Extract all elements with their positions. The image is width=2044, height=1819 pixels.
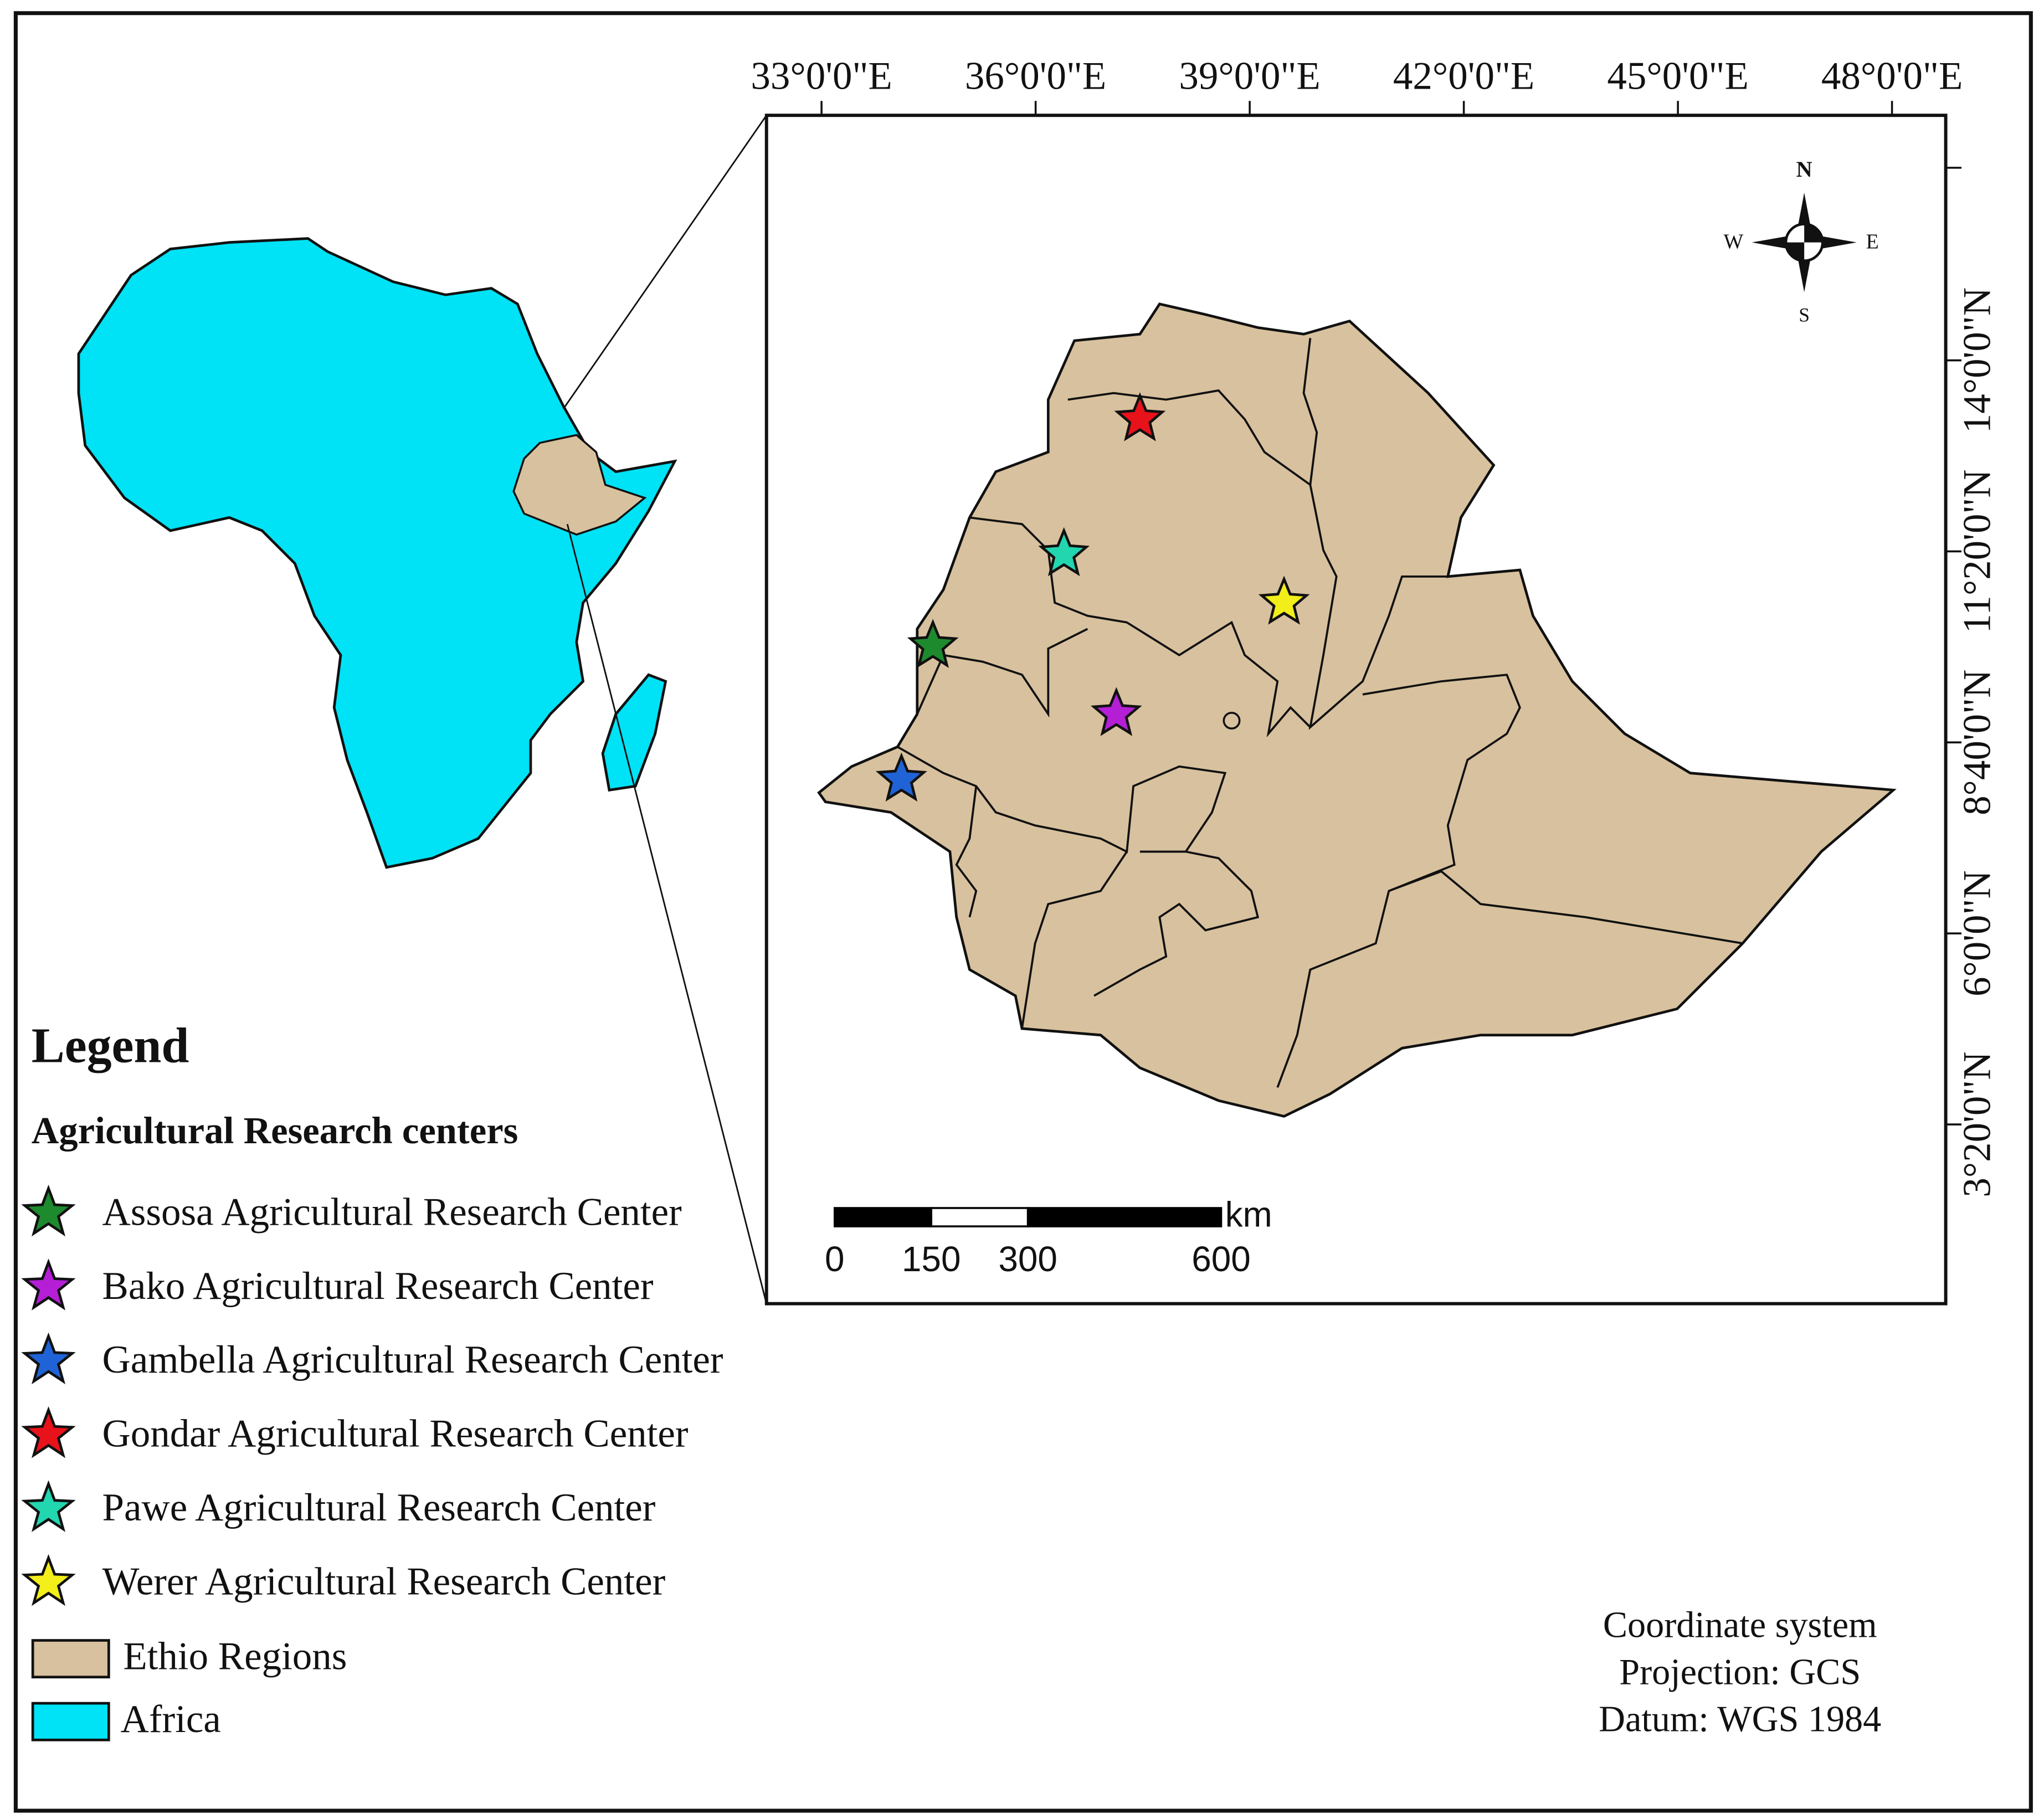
legend-label: Assosa Agricultural Research Center — [102, 1190, 682, 1234]
research-center-star — [876, 752, 927, 802]
research-center-star — [907, 619, 959, 668]
longitude-label: 36°0'0"E — [965, 55, 1106, 98]
africa-continent — [77, 237, 677, 869]
scale-label: 300 — [998, 1239, 1057, 1279]
ethiopia-regions — [817, 302, 1897, 1118]
legend-star — [21, 1258, 76, 1311]
legend-label: Gondar Agricultural Research Center — [102, 1412, 689, 1456]
lake — [1223, 712, 1241, 729]
compass-s: S — [1799, 304, 1810, 326]
scale-segment — [833, 1207, 932, 1227]
longitude-label: 33°0'0"E — [751, 55, 892, 98]
legend-label: Gambella Agricultural Research Center — [102, 1338, 723, 1381]
legend-label: Pawe Agricultural Research Center — [102, 1486, 656, 1529]
legend-star — [21, 1406, 76, 1458]
latitude-label: 14°0'0"N — [1956, 287, 1999, 433]
legend-star — [21, 1332, 76, 1385]
research-center-star — [1038, 527, 1090, 577]
coordinate-line: Datum: WGS 1984 — [1599, 1699, 1881, 1740]
legend-subtitle: Agricultural Research centers — [32, 1109, 518, 1152]
latitude-label: 8°40'0"N — [1956, 670, 1999, 815]
legend-swatch — [31, 1639, 110, 1679]
research-center-markers — [876, 392, 1310, 802]
compass-n: N — [1796, 157, 1812, 182]
legend-label: Ethio Regions — [123, 1635, 347, 1678]
legend-star — [21, 1480, 76, 1532]
legend-star — [21, 1554, 76, 1606]
longitude-label: 42°0'0"E — [1393, 55, 1534, 98]
coordinate-info: Coordinate system Projection: GCS Datum: W… — [1599, 1605, 1881, 1739]
latitude-label: 11°20'0"N — [1956, 469, 1999, 633]
graticule-ticks — [820, 101, 1961, 1126]
scale-bar: 0 150 300 600 km — [825, 1194, 1272, 1278]
legend-label: Bako Agricultural Research Center — [102, 1265, 654, 1308]
compass-w: W — [1724, 230, 1744, 254]
scale-label: 600 — [1192, 1239, 1251, 1279]
longitude-label: 39°0'0"E — [1179, 55, 1320, 98]
legend-label: Werer Agricultural Research Center — [102, 1560, 666, 1603]
compass-e: E — [1866, 230, 1879, 254]
research-center-star — [1114, 392, 1166, 441]
zoom-line — [566, 523, 768, 1304]
scale-segment — [930, 1207, 1029, 1227]
latitude-label: 6°0'0"N — [1956, 870, 1999, 996]
legend-label: Africa — [121, 1698, 221, 1741]
north-arrow: N S W E — [1724, 157, 1879, 326]
legend-title: Legend — [32, 1019, 189, 1073]
latitude-label: 3°20'0"N — [1956, 1051, 1999, 1197]
ethiopia-inset-small — [512, 434, 647, 536]
madagascar — [601, 673, 667, 792]
scale-label: 150 — [902, 1239, 961, 1279]
scale-unit: km — [1225, 1194, 1272, 1234]
legend-swatch — [31, 1702, 110, 1741]
longitude-label: 48°0'0"E — [1821, 55, 1963, 98]
research-center-star — [1090, 687, 1142, 736]
coordinate-line: Projection: GCS — [1619, 1652, 1861, 1693]
outer-frame — [13, 11, 2033, 1813]
research-center-star — [1258, 575, 1310, 625]
legend: Legend Agricultural Research centers Ass… — [21, 1019, 723, 1741]
scale-segment — [1026, 1207, 1223, 1227]
legend-star — [21, 1184, 76, 1237]
longitude-label: 45°0'0"E — [1607, 55, 1748, 98]
zoom-line — [562, 115, 767, 409]
coordinate-line: Coordinate system — [1603, 1605, 1877, 1645]
scale-label: 0 — [825, 1239, 845, 1279]
